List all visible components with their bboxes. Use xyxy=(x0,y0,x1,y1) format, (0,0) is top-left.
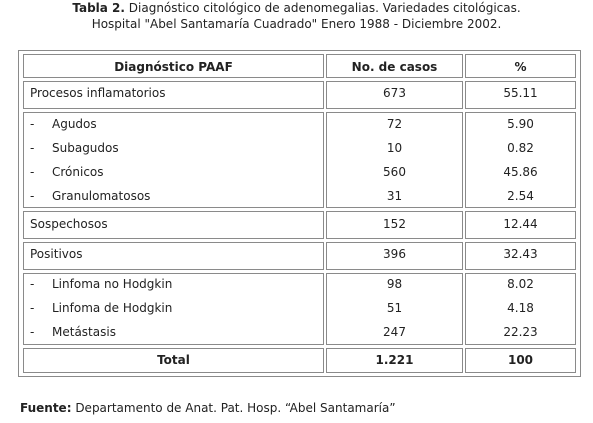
row-label: Metástasis xyxy=(52,325,116,339)
row-cases: 51 xyxy=(386,301,403,315)
total-cases: 1.221 xyxy=(375,353,414,367)
row-pct: 0.82 xyxy=(507,141,534,155)
row-label: Granulomatosos xyxy=(52,189,151,203)
row-cell-cases xyxy=(326,242,463,270)
row-pct: 8.02 xyxy=(507,277,534,291)
row-cases: 673 xyxy=(383,86,406,100)
row-cases: 72 xyxy=(386,117,403,131)
caption-line-2: Hospital "Abel Santamaría Cuadrado" Ener… xyxy=(91,17,502,31)
row-cases: 396 xyxy=(383,247,406,261)
total-pct: 100 xyxy=(507,353,534,367)
table-row: - Linfoma no Hodgkin xyxy=(23,274,324,295)
row-block-pct xyxy=(465,112,576,208)
row-cases: 10 xyxy=(386,141,403,155)
row-pct: 5.90 xyxy=(507,117,534,131)
footer-label: Fuente: xyxy=(20,401,72,415)
row-cell-cases xyxy=(326,211,463,239)
row-cases: 98 xyxy=(386,277,403,291)
row-cell-cases xyxy=(326,81,463,109)
dash-mark: - xyxy=(30,141,35,155)
row-pct: 45.86 xyxy=(503,165,538,179)
dash-mark: - xyxy=(30,165,35,179)
row-label: Crónicos xyxy=(52,165,104,179)
caption-label: Tabla 2. xyxy=(72,1,125,15)
row-block-pct xyxy=(465,273,576,345)
row-block-label xyxy=(23,273,324,345)
dash-mark: - xyxy=(30,117,35,131)
table-row: - Linfoma de Hodgkin xyxy=(23,298,324,319)
row-cases: 247 xyxy=(383,325,406,339)
dash-mark: - xyxy=(30,301,35,315)
row-cases: 31 xyxy=(386,189,403,203)
row-pct: 12.44 xyxy=(503,217,538,231)
row-label: Procesos inflamatorios xyxy=(30,86,166,100)
caption-line-1: Tabla 2. Diagnóstico citológico de adeno… xyxy=(0,0,593,16)
row-block-cases xyxy=(326,112,463,208)
row-cell-pct xyxy=(465,81,576,109)
row-cell-label xyxy=(23,348,324,373)
row-cell-pct xyxy=(465,242,576,270)
row-cell-cases xyxy=(326,348,463,373)
row-block-cases xyxy=(326,273,463,345)
table-row: - Agudos xyxy=(23,114,324,135)
row-pct: 4.18 xyxy=(507,301,534,315)
row-pct: 22.23 xyxy=(503,325,538,339)
row-label: Sospechosos xyxy=(30,217,108,231)
row-cell-label xyxy=(23,242,324,270)
footer-text: Departamento de Anat. Pat. Hosp. “Abel S… xyxy=(71,401,396,415)
row-cell-label xyxy=(23,211,324,239)
row-pct: 2.54 xyxy=(507,189,534,203)
row-block-label xyxy=(23,112,324,208)
table-row: - Granulomatosos xyxy=(23,186,324,207)
caption-title: Diagnóstico citológico de adenomegalias.… xyxy=(124,1,521,15)
row-label: Subagudos xyxy=(52,141,119,155)
table-caption: Tabla 2. Diagnóstico citológico de adeno… xyxy=(0,0,593,32)
row-label: Linfoma no Hodgkin xyxy=(52,277,173,291)
data-table: Diagnóstico PAAF No. de casos % Procesos… xyxy=(18,50,581,377)
dash-mark: - xyxy=(30,189,35,203)
table-row: - Crónicos xyxy=(23,162,324,183)
row-pct: 55.11 xyxy=(503,86,538,100)
total-label: Total xyxy=(157,353,190,367)
row-cell-pct xyxy=(465,211,576,239)
row-cell-label xyxy=(23,81,324,109)
header-casos: No. de casos xyxy=(326,54,463,78)
header-diagnostico: Diagnóstico PAAF xyxy=(23,54,324,78)
row-cell-pct xyxy=(465,348,576,373)
row-pct: 32.43 xyxy=(503,247,538,261)
row-label: Positivos xyxy=(30,247,83,261)
dash-mark: - xyxy=(30,325,35,339)
row-cases: 152 xyxy=(383,217,406,231)
source-footnote: Fuente: Departamento de Anat. Pat. Hosp.… xyxy=(20,400,396,416)
dash-mark: - xyxy=(30,277,35,291)
row-cases: 560 xyxy=(383,165,406,179)
table-row: - Subagudos xyxy=(23,138,324,159)
table-row: - Metástasis xyxy=(23,322,324,343)
row-label: Linfoma de Hodgkin xyxy=(52,301,173,315)
row-label: Agudos xyxy=(52,117,97,131)
header-pct: % xyxy=(465,54,576,78)
